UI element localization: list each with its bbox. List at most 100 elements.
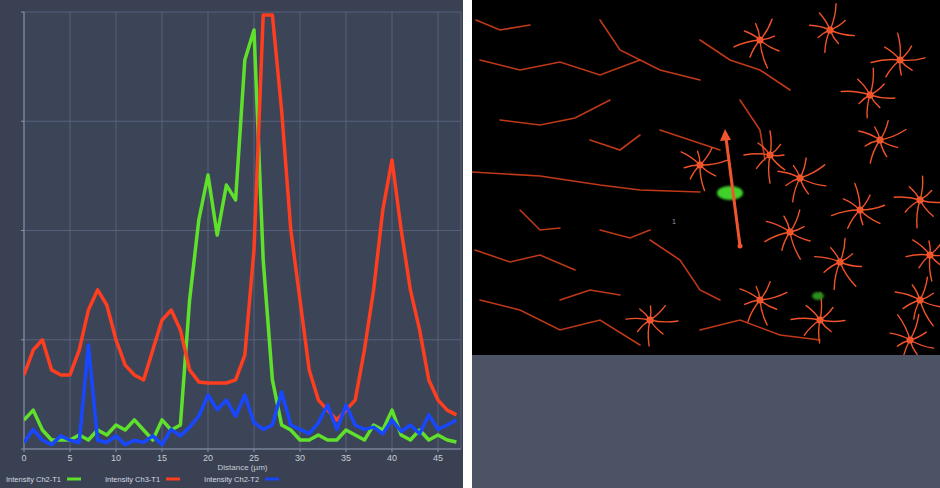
process [860, 195, 870, 210]
process [750, 40, 760, 57]
x-tick [70, 449, 71, 452]
process [840, 254, 853, 262]
process [800, 178, 808, 194]
process [757, 155, 770, 168]
process [700, 165, 705, 191]
legend-swatch [265, 478, 279, 481]
process [640, 309, 650, 320]
x-grid-line [392, 12, 393, 449]
process [793, 178, 800, 202]
x-tick-label: 15 [157, 453, 167, 463]
x-tick [208, 449, 209, 452]
process [769, 155, 770, 183]
x-tick-label: 40 [387, 453, 397, 463]
process [650, 306, 665, 320]
process [800, 158, 806, 178]
process [820, 320, 845, 321]
fibre [476, 20, 530, 30]
process [698, 151, 700, 165]
process [760, 19, 772, 40]
root: 051015202530354045Distance (µm)Intensity… [0, 0, 940, 488]
process [806, 306, 820, 320]
process [744, 154, 770, 155]
process [920, 200, 940, 203]
process [790, 232, 810, 241]
process [650, 320, 663, 334]
process [859, 95, 870, 104]
process [909, 187, 920, 200]
process [910, 314, 919, 340]
process [900, 46, 912, 60]
process [920, 191, 932, 200]
x-tick [300, 449, 301, 452]
process [740, 289, 760, 300]
y-tick [21, 339, 24, 340]
process [870, 140, 880, 163]
plot-frame-right [461, 12, 462, 449]
chart-panel [0, 0, 463, 488]
process [766, 221, 790, 232]
process [790, 232, 800, 259]
legend-label: Intensity Ch2-T1 [6, 475, 61, 484]
fibre [480, 60, 640, 75]
process [745, 300, 760, 304]
series-line [24, 345, 456, 445]
process [920, 293, 933, 300]
process [648, 320, 650, 346]
process [830, 20, 845, 30]
series-line [24, 30, 456, 442]
process [734, 40, 760, 47]
x-tick [116, 449, 117, 452]
process [890, 333, 910, 340]
process [756, 287, 760, 300]
process [800, 178, 826, 186]
process [920, 176, 923, 200]
y-grid-line [24, 230, 461, 231]
process [760, 40, 768, 68]
process [919, 255, 930, 268]
x-grid-line [162, 12, 163, 449]
process [825, 30, 830, 52]
process [760, 292, 787, 300]
process [929, 255, 931, 281]
process [930, 253, 940, 256]
process [700, 160, 728, 165]
process [917, 200, 920, 228]
process [870, 95, 895, 98]
process [929, 241, 930, 255]
process [913, 240, 930, 255]
process [920, 277, 927, 300]
process [871, 60, 900, 63]
process [770, 131, 771, 155]
process [840, 239, 845, 262]
process [900, 60, 912, 70]
legend-swatch [67, 478, 81, 481]
process [786, 178, 800, 186]
process [860, 205, 885, 210]
process [910, 332, 926, 340]
process [818, 30, 830, 37]
process [810, 25, 830, 30]
process [778, 171, 800, 178]
process [912, 285, 920, 300]
x-grid-line [300, 12, 301, 449]
x-tick [162, 449, 163, 452]
x-tick-label: 30 [295, 453, 305, 463]
process [880, 130, 906, 140]
process [895, 292, 920, 300]
image-panel [472, 0, 940, 355]
x-tick-label: 5 [67, 453, 72, 463]
process [770, 144, 781, 155]
process [875, 127, 880, 140]
x-axis-title: Distance (µm) [218, 463, 268, 472]
process [819, 320, 820, 343]
process [831, 248, 840, 262]
fibres [472, 20, 820, 345]
x-tick [254, 449, 255, 452]
process [820, 307, 833, 320]
process [765, 232, 790, 242]
process [760, 36, 774, 40]
grid [24, 12, 461, 449]
x-tick [346, 449, 347, 452]
process [870, 95, 880, 108]
